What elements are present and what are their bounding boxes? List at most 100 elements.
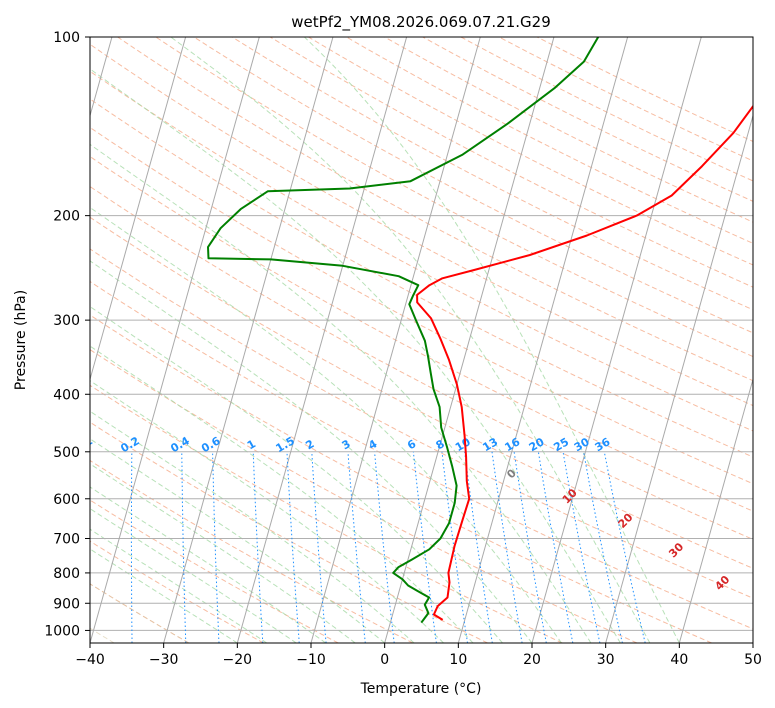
isotherm-line (531, 37, 702, 643)
y-tick-label: 600 (53, 492, 80, 508)
dry-adiabat-line (90, 421, 488, 643)
mixing-ratio-line (82, 452, 85, 643)
isotherm-line (752, 641, 753, 643)
moist-adiabat-line (90, 486, 326, 643)
isotherm-line (605, 113, 753, 643)
dry-adiabat-line (90, 499, 339, 643)
moist-adiabat-line (90, 143, 592, 643)
moist-adiabat-label: 40 (712, 573, 732, 593)
mixing-ratio-line (412, 451, 437, 643)
y-tick-label: 500 (53, 445, 80, 461)
moist-adiabat-line (90, 206, 562, 643)
y-axis-ticks: 100 200 300 400 500 600 700 800 900 1000 (44, 30, 90, 639)
isotherm-line (678, 377, 753, 643)
dry-adiabat-line (90, 98, 753, 458)
mixing-ratio-line (464, 451, 493, 643)
x-tick-label: 10 (449, 652, 467, 668)
dry-adiabat-line (193, 37, 753, 334)
dry-adiabat-line (498, 37, 753, 162)
moist-adiabat-line (90, 305, 503, 643)
dry-adiabat-line (90, 185, 753, 540)
moist-adiabat-line (90, 260, 533, 643)
dewpoint-profile-line (207, 37, 600, 624)
mixing-ratio-label: 1 (245, 437, 258, 452)
sounding-series (207, 37, 753, 624)
dry-adiabat-line (536, 37, 753, 142)
dry-adiabat-line (90, 126, 753, 485)
dry-adiabat-line (90, 155, 753, 512)
dry-adiabat-line (155, 37, 753, 358)
moist-adiabat-line (90, 68, 621, 643)
mixing-ratio-line (441, 451, 468, 643)
dry-adiabat-line (231, 37, 753, 311)
x-axis-ticks: −40 −30 −20 −10 0 10 20 30 40 50 (75, 643, 762, 668)
dry-adiabat-line (90, 384, 563, 643)
mixing-ratio-line (311, 451, 327, 643)
isotherm-line (236, 37, 408, 643)
dry-adiabat-line (90, 43, 753, 407)
isobar-gridlines (90, 37, 753, 631)
dry-adiabat-lines (90, 37, 753, 643)
y-tick-label: 300 (53, 313, 80, 329)
dry-adiabat-line (90, 314, 712, 643)
dry-adiabat-line (90, 583, 190, 643)
moist-adiabat-line (90, 410, 415, 643)
moist-adiabat-line (90, 548, 238, 643)
chart-title: wetPf2_YM08.2026.069.07.21.G29 (291, 13, 550, 32)
dry-adiabat-line (90, 216, 753, 569)
mixing-ratio-line (562, 451, 601, 643)
dry-adiabat-line (90, 70, 753, 432)
x-tick-label: −30 (149, 652, 179, 668)
mixing-ratio-label: 3 (340, 437, 353, 452)
y-tick-label: 200 (53, 209, 80, 225)
mixing-ratio-label: 6 (405, 437, 418, 452)
x-tick-label: 0 (380, 652, 389, 668)
mixing-ratio-line (286, 451, 300, 643)
dry-adiabat-line (460, 37, 753, 182)
dry-adiabat-line (90, 540, 264, 643)
mixing-ratio-line (252, 451, 264, 643)
mixing-ratio-line (491, 451, 523, 643)
mixing-ratio-line (537, 451, 574, 643)
dry-adiabat-line (346, 37, 753, 244)
isotherm-line (90, 37, 260, 643)
y-axis-label: Pressure (hPa) (13, 290, 29, 390)
y-tick-label: 400 (53, 387, 80, 403)
moist-adiabat-lines (90, 37, 680, 643)
dry-adiabat-line (117, 37, 753, 382)
isotherm-line (457, 37, 629, 643)
mixing-ratio-line (583, 451, 623, 643)
x-tick-label: 30 (597, 652, 615, 668)
moist-adiabat-label: 10 (560, 486, 580, 506)
y-tick-label: 700 (53, 532, 80, 548)
mixing-ratio-lines (82, 451, 646, 643)
plot-area: 0.10.20.40.611.52346810131620253036-100-… (71, 37, 753, 643)
plot-frame (89, 36, 754, 644)
mixing-ratio-line (603, 451, 646, 643)
mixing-ratio-label: 4 (366, 437, 379, 452)
dry-adiabat-line (422, 37, 753, 202)
dry-adiabat-line (90, 459, 414, 643)
x-tick-label: 20 (523, 652, 541, 668)
moist-adiabat-line (90, 380, 444, 643)
x-tick-label: −20 (223, 652, 253, 668)
dry-adiabat-line (90, 349, 638, 643)
moist-adiabat-line (170, 37, 651, 643)
mixing-ratio-line (212, 451, 220, 643)
isotherm-line (163, 37, 334, 643)
isotherm-line (310, 37, 481, 643)
y-tick-label: 100 (53, 30, 80, 46)
x-tick-label: 40 (670, 652, 688, 668)
x-tick-label: −40 (75, 652, 105, 668)
temperature-profile-line (416, 104, 753, 621)
mixing-ratio-label: 0.1 (71, 434, 94, 455)
moist-adiabat-line (90, 345, 474, 643)
moist-adiabat-label: 20 (616, 511, 636, 531)
y-tick-label: 1000 (44, 623, 80, 639)
mixing-ratio-line (513, 451, 547, 643)
x-tick-label: 50 (744, 652, 762, 668)
mixing-ratio-line (374, 451, 395, 643)
x-axis-label: Temperature (°C) (360, 681, 482, 697)
moist-adiabat-line (90, 463, 356, 643)
moist-adiabat-line (90, 438, 386, 643)
